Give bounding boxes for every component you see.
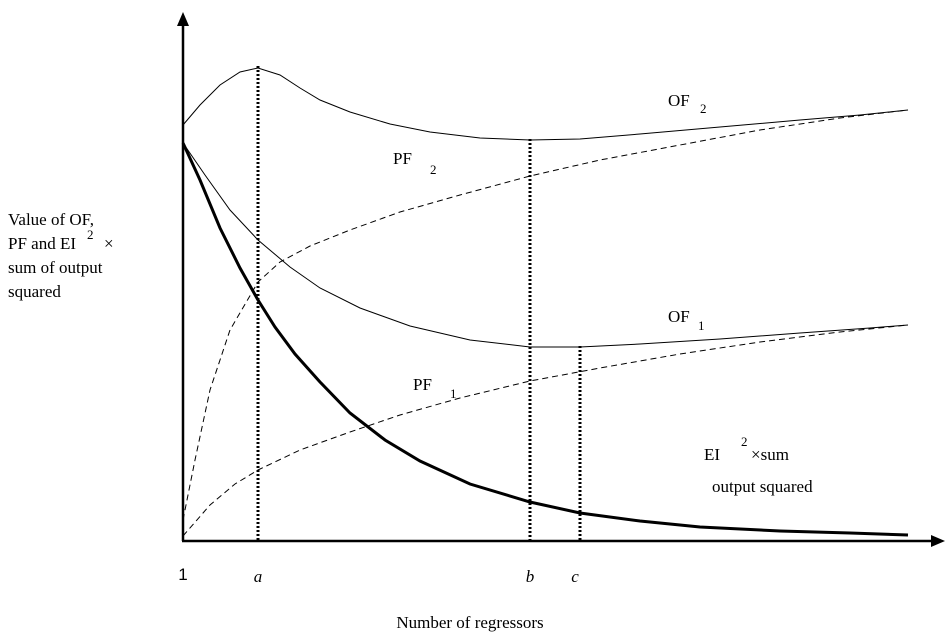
y-title: ×	[104, 234, 114, 253]
x-mark: a	[254, 567, 263, 586]
ei-power: 2	[741, 434, 748, 449]
y-arrow	[177, 12, 189, 26]
x-mark: c	[571, 567, 579, 586]
y-title: squared	[8, 282, 61, 301]
pf2-curve	[182, 109, 909, 521]
y-title: sum of output	[8, 258, 103, 277]
curve-name: OF	[668, 91, 690, 110]
x-mark: 1	[178, 565, 187, 584]
curve-index: 1	[698, 318, 705, 333]
curve-name: PF	[413, 375, 432, 394]
x-mark: b	[526, 567, 535, 586]
curve-name: OF	[668, 307, 690, 326]
curve-index: 2	[700, 101, 707, 116]
ei-line2: output squared	[712, 477, 813, 496]
y-title-power: 2	[87, 227, 94, 242]
of2-curve	[182, 67, 909, 141]
x-arrow	[931, 535, 945, 547]
y-title: Value of OF,	[8, 210, 94, 229]
curve-index: 2	[430, 162, 437, 177]
ei-name: EI	[704, 445, 720, 464]
pf1-curve	[182, 324, 909, 537]
of1-curve	[182, 142, 909, 348]
ei-rest: ×sum	[751, 445, 789, 464]
curve-index: 1	[450, 386, 457, 401]
y-title: PF and EI	[8, 234, 76, 253]
ei-curve	[181, 142, 909, 537]
x-title: Number of regressors	[396, 613, 543, 632]
curve-name: PF	[393, 149, 412, 168]
